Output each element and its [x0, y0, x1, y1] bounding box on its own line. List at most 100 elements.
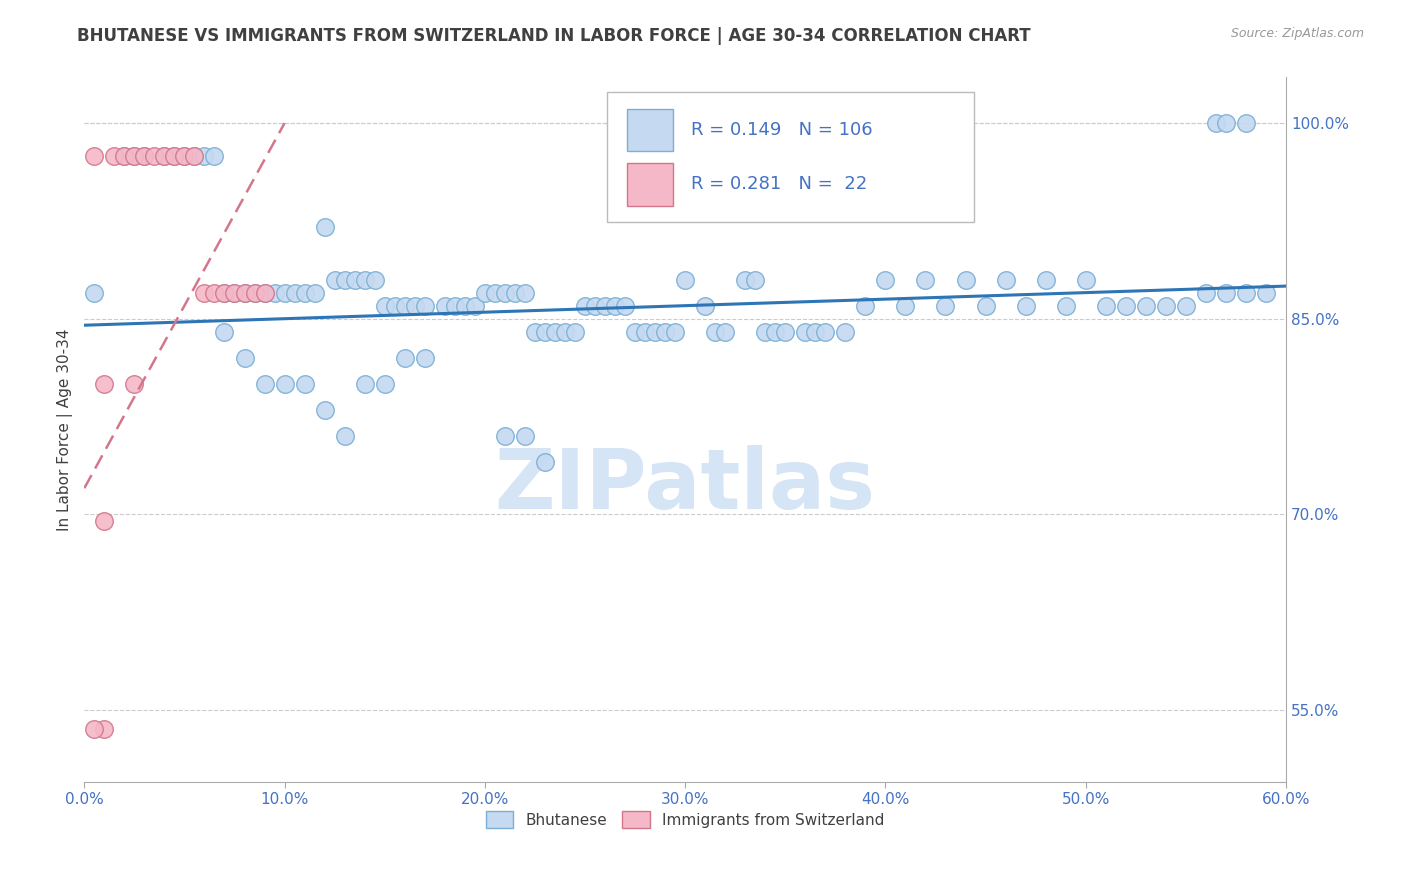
Point: [224, 285, 246, 300]
Point: [794, 325, 817, 339]
Point: [1054, 299, 1077, 313]
Point: [1115, 299, 1137, 313]
Point: [204, 149, 226, 163]
Point: [734, 272, 756, 286]
Point: [93, 376, 115, 391]
Y-axis label: In Labor Force | Age 30-34: In Labor Force | Age 30-34: [58, 328, 73, 531]
FancyBboxPatch shape: [607, 92, 973, 222]
Point: [1174, 299, 1197, 313]
Point: [304, 285, 326, 300]
Point: [233, 285, 256, 300]
Point: [83, 723, 105, 737]
Point: [253, 285, 276, 300]
Point: [413, 299, 436, 313]
Point: [564, 325, 586, 339]
Point: [1254, 285, 1277, 300]
Point: [233, 285, 256, 300]
Point: [193, 285, 215, 300]
Point: [464, 299, 486, 313]
Point: [714, 325, 737, 339]
Point: [1074, 272, 1097, 286]
Point: [353, 376, 375, 391]
Point: [153, 149, 176, 163]
FancyBboxPatch shape: [627, 163, 673, 206]
Text: Source: ZipAtlas.com: Source: ZipAtlas.com: [1230, 27, 1364, 40]
Point: [183, 149, 205, 163]
Point: [494, 285, 516, 300]
Point: [433, 299, 456, 313]
Point: [775, 325, 797, 339]
Point: [83, 149, 105, 163]
Point: [994, 272, 1017, 286]
Point: [1094, 299, 1116, 313]
Text: ZIPatlas: ZIPatlas: [495, 445, 876, 526]
Point: [103, 149, 125, 163]
Point: [804, 325, 827, 339]
Point: [112, 149, 135, 163]
Point: [474, 285, 496, 300]
Point: [284, 285, 307, 300]
Point: [294, 376, 316, 391]
Point: [333, 272, 356, 286]
Point: [513, 285, 536, 300]
Point: [273, 285, 295, 300]
Point: [574, 299, 596, 313]
Point: [173, 149, 195, 163]
Point: [163, 149, 186, 163]
Point: [183, 149, 205, 163]
Point: [603, 299, 626, 313]
Point: [494, 429, 516, 443]
Point: [454, 299, 477, 313]
Point: [1014, 299, 1036, 313]
Point: [894, 299, 917, 313]
Point: [153, 149, 176, 163]
Point: [214, 285, 236, 300]
Point: [374, 376, 396, 391]
Point: [634, 325, 657, 339]
Point: [143, 149, 166, 163]
Point: [214, 285, 236, 300]
Point: [523, 325, 546, 339]
Point: [484, 285, 506, 300]
Point: [834, 325, 856, 339]
Point: [673, 272, 696, 286]
Point: [204, 285, 226, 300]
Point: [695, 299, 717, 313]
Point: [314, 220, 336, 235]
Point: [193, 149, 215, 163]
Point: [583, 299, 606, 313]
Point: [253, 285, 276, 300]
Point: [314, 403, 336, 417]
Point: [124, 149, 146, 163]
Point: [654, 325, 676, 339]
Point: [323, 272, 346, 286]
Point: [394, 351, 416, 365]
Point: [413, 351, 436, 365]
Point: [294, 285, 316, 300]
Point: [664, 325, 686, 339]
Point: [955, 272, 977, 286]
Point: [814, 325, 837, 339]
Point: [384, 299, 406, 313]
Point: [233, 351, 256, 365]
Point: [1154, 299, 1177, 313]
Point: [1035, 272, 1057, 286]
Point: [534, 325, 557, 339]
Point: [503, 285, 526, 300]
Point: [704, 325, 727, 339]
Point: [394, 299, 416, 313]
Point: [974, 299, 997, 313]
Point: [374, 299, 396, 313]
Point: [333, 429, 356, 443]
Point: [263, 285, 285, 300]
Point: [112, 149, 135, 163]
Point: [614, 299, 637, 313]
Point: [1195, 285, 1218, 300]
Point: [243, 285, 266, 300]
Point: [1205, 116, 1227, 130]
Point: [875, 272, 897, 286]
Point: [853, 299, 876, 313]
Text: BHUTANESE VS IMMIGRANTS FROM SWITZERLAND IN LABOR FORCE | AGE 30-34 CORRELATION : BHUTANESE VS IMMIGRANTS FROM SWITZERLAND…: [77, 27, 1031, 45]
Point: [214, 325, 236, 339]
Text: R = 0.281   N =  22: R = 0.281 N = 22: [692, 176, 868, 194]
